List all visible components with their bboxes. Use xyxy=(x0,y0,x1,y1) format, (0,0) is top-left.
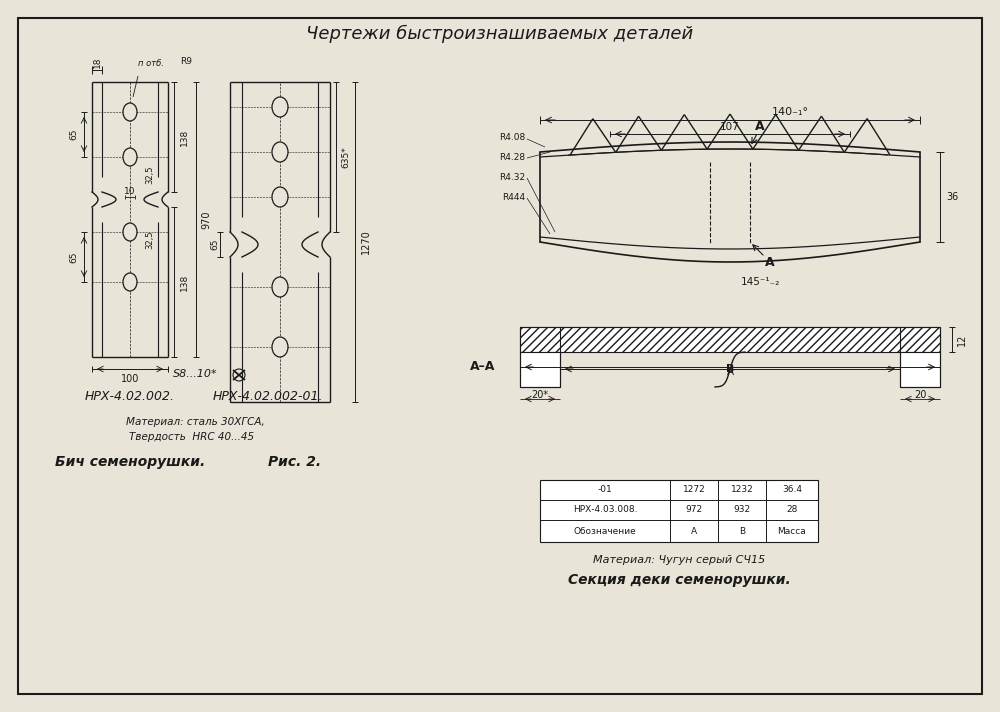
Text: 138: 138 xyxy=(180,128,188,146)
Text: R9: R9 xyxy=(180,58,192,66)
Text: НРХ-4.03.008.: НРХ-4.03.008. xyxy=(573,506,637,515)
Text: Чертежи быстроизнашиваемых деталей: Чертежи быстроизнашиваемых деталей xyxy=(306,25,694,43)
Text: 635*: 635* xyxy=(342,146,351,168)
Text: 1272: 1272 xyxy=(683,486,705,495)
Text: Бич семенорушки.: Бич семенорушки. xyxy=(55,455,205,469)
Text: 107: 107 xyxy=(720,122,740,132)
Bar xyxy=(900,352,940,387)
Text: 972: 972 xyxy=(685,506,703,515)
Text: В: В xyxy=(726,364,734,374)
Text: А: А xyxy=(765,256,775,268)
Text: А: А xyxy=(726,367,734,377)
Ellipse shape xyxy=(272,97,288,117)
Text: 970: 970 xyxy=(201,210,211,229)
Text: Обозначение: Обозначение xyxy=(574,526,636,535)
Bar xyxy=(540,480,818,542)
Ellipse shape xyxy=(123,148,137,166)
Text: А: А xyxy=(691,526,697,535)
Text: 32,5: 32,5 xyxy=(146,165,154,184)
Text: В: В xyxy=(739,526,745,535)
Text: 932: 932 xyxy=(733,506,751,515)
Text: 138: 138 xyxy=(180,273,188,290)
Text: 145⁻¹₋₂: 145⁻¹₋₂ xyxy=(740,277,780,287)
Text: 1232: 1232 xyxy=(731,486,753,495)
Text: А–А: А–А xyxy=(470,360,495,374)
Text: 18: 18 xyxy=(92,56,102,68)
Text: 65: 65 xyxy=(70,129,78,140)
Text: 12: 12 xyxy=(957,333,967,346)
Text: 1270: 1270 xyxy=(361,230,371,254)
Text: 20: 20 xyxy=(914,390,926,400)
Text: 36: 36 xyxy=(946,192,958,202)
Text: А: А xyxy=(755,120,765,134)
Text: 65: 65 xyxy=(210,239,220,250)
Text: Рис. 2.: Рис. 2. xyxy=(268,455,322,469)
Ellipse shape xyxy=(272,337,288,357)
Text: 36.4: 36.4 xyxy=(782,486,802,495)
Ellipse shape xyxy=(123,103,137,121)
Bar xyxy=(520,352,560,387)
Ellipse shape xyxy=(272,142,288,162)
Text: НРХ-4.02.002-01.: НРХ-4.02.002-01. xyxy=(213,390,323,404)
Text: Твердость  HRC 40...45: Твердость HRC 40...45 xyxy=(129,432,255,442)
Ellipse shape xyxy=(123,273,137,291)
Text: R4.28: R4.28 xyxy=(499,152,525,162)
Text: S8...10*: S8...10* xyxy=(173,369,217,379)
Text: 65: 65 xyxy=(70,251,78,263)
Text: Масса: Масса xyxy=(778,526,806,535)
Text: 28: 28 xyxy=(786,506,798,515)
Ellipse shape xyxy=(123,223,137,241)
Text: R444: R444 xyxy=(502,192,525,201)
Text: Материал: сталь 30ХГСА,: Материал: сталь 30ХГСА, xyxy=(126,417,264,427)
Text: R4.08: R4.08 xyxy=(499,132,525,142)
Bar xyxy=(520,327,940,352)
Text: 140₋₁°: 140₋₁° xyxy=(772,107,808,117)
Text: 32,5: 32,5 xyxy=(146,230,154,248)
Ellipse shape xyxy=(272,277,288,297)
Text: -01: -01 xyxy=(598,486,612,495)
Text: Материал: Чугун серый СЧ15: Материал: Чугун серый СЧ15 xyxy=(593,555,765,565)
Text: 10: 10 xyxy=(124,187,136,197)
Text: п отб.: п отб. xyxy=(138,60,164,68)
Text: R4.32: R4.32 xyxy=(499,172,525,182)
Ellipse shape xyxy=(272,187,288,207)
Text: НРХ-4.02.002.: НРХ-4.02.002. xyxy=(85,390,175,404)
Text: 100: 100 xyxy=(121,374,139,384)
Text: 20*: 20* xyxy=(531,390,549,400)
Text: Секция деки семенорушки.: Секция деки семенорушки. xyxy=(568,573,790,587)
